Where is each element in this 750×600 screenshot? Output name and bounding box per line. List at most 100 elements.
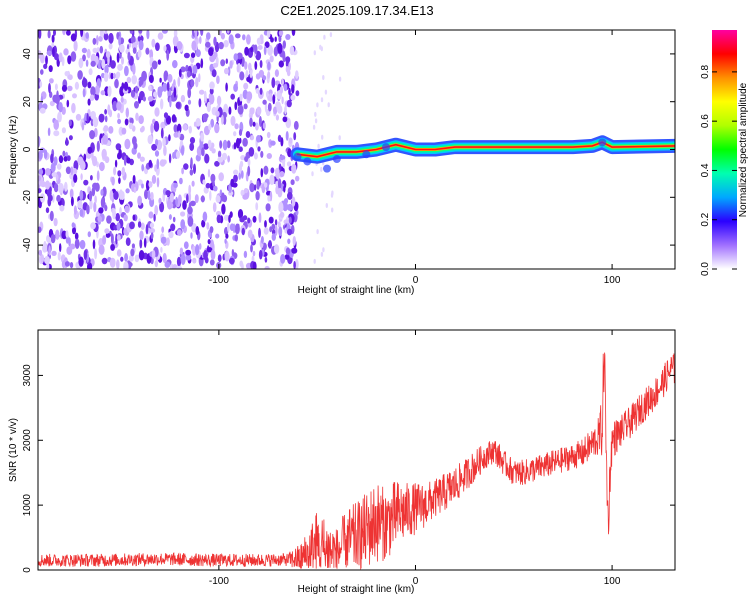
noise-speckle [110,72,114,80]
noise-speckle [258,116,262,127]
noise-speckle [92,182,99,190]
snr-y-label: SNR (10 * v/v) [8,418,19,482]
noise-speckle [217,156,224,163]
noise-speckle [278,60,284,68]
noise-speckle [206,247,213,253]
noise-speckle [201,147,205,157]
noise-speckle [207,239,211,245]
noise-speckle [279,86,284,94]
noise-speckle [38,150,43,160]
noise-speckle [120,191,125,201]
noise-speckle [94,195,97,204]
noise-speckle [38,168,44,176]
noise-speckle [45,180,50,190]
noise-speckle [216,95,222,106]
spectrogram-x-tick-label: 0 [413,275,419,286]
noise-speckle [288,137,293,144]
noise-speckle [201,219,206,228]
snr-series-line [38,352,675,570]
noise-speckle [87,231,92,238]
noise-speckle [234,101,238,111]
noise-speckle [124,138,131,150]
noise-speckle [73,205,77,215]
noise-speckle [177,76,181,87]
noise-speckle [200,195,205,203]
noise-speckle [74,232,79,240]
noise-speckle [38,226,42,233]
noise-speckle [90,86,96,97]
noise-speckle [175,150,181,159]
noise-speckle [228,214,231,223]
noise-speckle [206,101,211,113]
noise-speckle [38,30,42,39]
noise-speckle [49,100,55,107]
noise-speckle [291,30,296,36]
noise-speckle [98,244,105,255]
noise-speckle [166,49,170,61]
noise-speckle [109,258,116,268]
snr-y-tick-label: 3000 [22,364,33,387]
noise-speckle [160,121,166,130]
noise-speckle [166,81,170,92]
noise-speckle [236,64,240,73]
noise-speckle [108,42,113,50]
noise-speckle [104,30,108,35]
noise-speckle [77,156,84,165]
noise-speckle [113,191,119,200]
noise-speckle [113,72,116,79]
noise-speckle [233,83,239,93]
noise-speckle [163,73,167,82]
noise-speckle [86,204,90,215]
noise-speckle [57,182,64,194]
noise-speckle [191,223,197,233]
noise-speckle [180,66,186,73]
noise-speckle [177,229,182,236]
noise-speckle [154,205,159,216]
noise-speckle [115,73,120,80]
signal-blob [332,155,341,164]
noise-speckle [246,91,253,101]
noise-speckle [191,40,197,51]
noise-speckle [187,99,192,105]
noise-speckle [138,79,142,87]
noise-speckle [329,32,333,38]
noise-speckle [55,229,60,240]
noise-speckle [320,166,323,172]
noise-speckle [313,50,316,56]
noise-speckle [264,182,268,188]
noise-speckle [190,157,193,168]
noise-speckle [246,34,251,45]
noise-speckle [269,174,275,186]
noise-speckle [176,265,183,269]
noise-speckle [89,199,93,210]
noise-speckle [179,247,184,255]
noise-speckle [219,140,223,149]
noise-speckle [214,123,220,134]
noise-speckle [79,189,84,201]
noise-speckle [49,91,53,98]
noise-speckle [331,207,334,213]
noise-speckle [252,261,257,269]
noise-speckle [118,177,121,185]
noise-speckle [234,234,238,242]
noise-speckle [220,32,225,40]
noise-speckle [85,32,89,39]
noise-speckle [118,148,122,159]
noise-speckle [72,93,77,99]
noise-speckle [242,34,246,41]
noise-speckle [288,216,292,224]
noise-speckle [78,57,84,69]
noise-speckle [56,194,61,203]
noise-speckle [282,202,289,212]
noise-speckle [263,165,269,175]
noise-speckle [237,209,244,219]
noise-speckle [66,155,71,162]
noise-speckle [162,82,168,92]
noise-speckle [154,260,158,268]
noise-speckle [98,207,104,214]
noise-speckle [182,200,187,210]
noise-speckle [100,197,105,208]
noise-speckle [151,249,156,260]
noise-speckle [130,248,135,257]
noise-speckle [209,88,214,95]
